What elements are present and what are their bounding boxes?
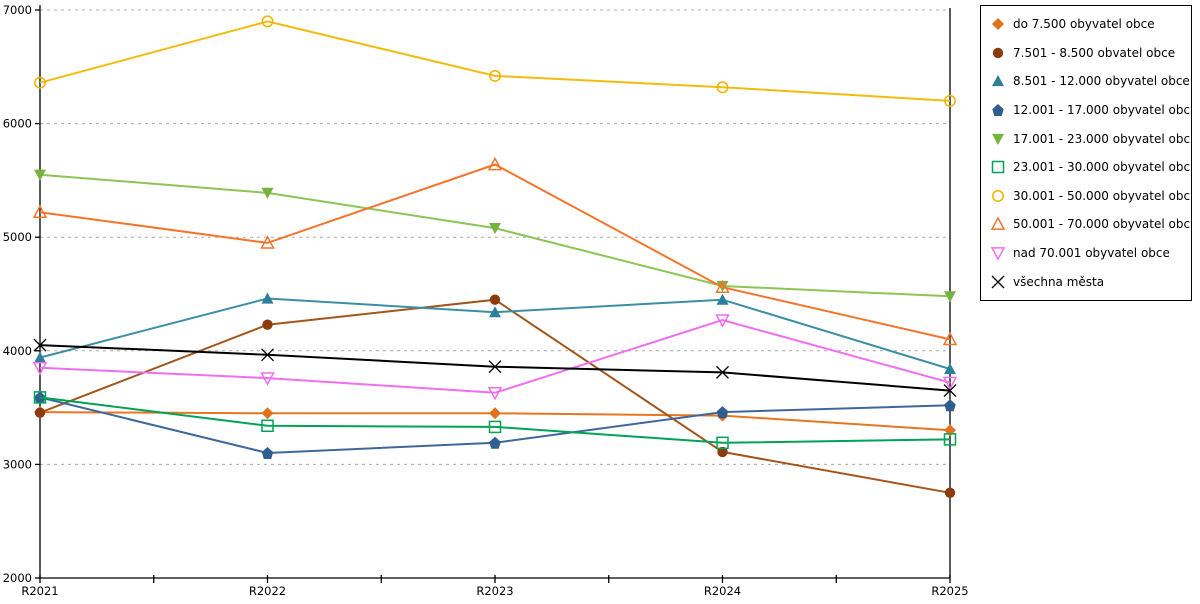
series-9 [33,338,957,398]
series-4 [34,169,956,303]
legend-item: 12.001 - 17.000 obyvatel obc... [989,103,1191,117]
square-open-icon [991,161,1005,174]
legend-item: nad 70.001 obyvatel obce [989,246,1191,261]
series-6 [34,15,956,107]
legend-item-label: 7.501 - 8.500 obvatel obce [1013,45,1176,60]
series-5 [33,391,957,450]
legend-item-label: 12.001 - 17.000 obyvatel obc... [1013,103,1191,118]
y-tick-label: 7000 [3,3,32,17]
triangle-down-icon [992,133,1004,145]
series-8 [32,314,958,401]
y-tick-label: 4000 [3,344,32,358]
series-3 [34,391,956,459]
legend-item-label: 17.001 - 23.000 obyvatel obc... [1013,131,1191,146]
legend-item-label: všechna města [1013,274,1105,289]
triangle-up-icon [992,75,1004,87]
legend-item-label: 8.501 - 12.000 obyvatel obce [1013,74,1190,89]
y-tick-label: 3000 [3,457,32,471]
gridlines [40,9,950,465]
triangle-open-icon [990,217,1006,231]
x-axis-ticks: R2021 R2022 R2023 R2024 R2025 [21,575,969,598]
circle-open-icon [992,189,1004,202]
legend-item: 23.001 - 30.000 obyvatel obc... [989,160,1191,174]
series-2 [34,292,956,375]
x-tick-label: R2024 [704,584,741,598]
x-tick-label: R2022 [249,584,286,598]
legend-item-label: 23.001 - 30.000 obyvatel obc... [1013,160,1191,175]
triangle-down-open-icon [990,247,1006,261]
legend-item: 30.001 - 50.000 obyvatel obc... [989,189,1191,203]
circle-icon [992,47,1004,59]
series-1 [34,294,956,498]
y-tick-label: 5000 [3,230,32,244]
x-tick-label: R2023 [476,584,513,598]
y-axis-ticks: 7000 6000 5000 4000 3000 2000 [3,3,40,585]
legend-item-label: nad 70.001 obyvatel obce [1013,246,1170,261]
chart-legend: do 7.500 obyvatel obce 7.501 - 8.500 obva… [980,5,1192,301]
diamond-icon [992,18,1004,31]
legend-item: 50.001 - 70.000 obyvatel obc... [989,217,1191,231]
legend-item: 17.001 - 23.000 obyvatel obc... [989,132,1191,146]
legend-item-label: 50.001 - 70.000 obyvatel obc... [1013,217,1191,232]
legend-item: do 7.500 obyvatel obce [989,17,1191,31]
x-tick-label: R2021 [21,584,58,598]
x-icon [991,275,1005,289]
pentagon-icon [992,104,1004,117]
legend-item-label: 30.001 - 50.000 obyvatel obc... [1013,188,1191,203]
legend-item: všechna města [989,275,1191,289]
legend-item-label: do 7.500 obyvatel obce [1013,17,1155,32]
legend-item: 8.501 - 12.000 obyvatel obce [989,74,1191,88]
axes [39,5,951,579]
series-7 [32,156,958,346]
y-tick-label: 2000 [3,571,32,585]
x-tick-label: R2025 [931,584,968,598]
legend-item: 7.501 - 8.500 obvatel obce [989,46,1191,60]
y-tick-label: 6000 [3,117,32,131]
